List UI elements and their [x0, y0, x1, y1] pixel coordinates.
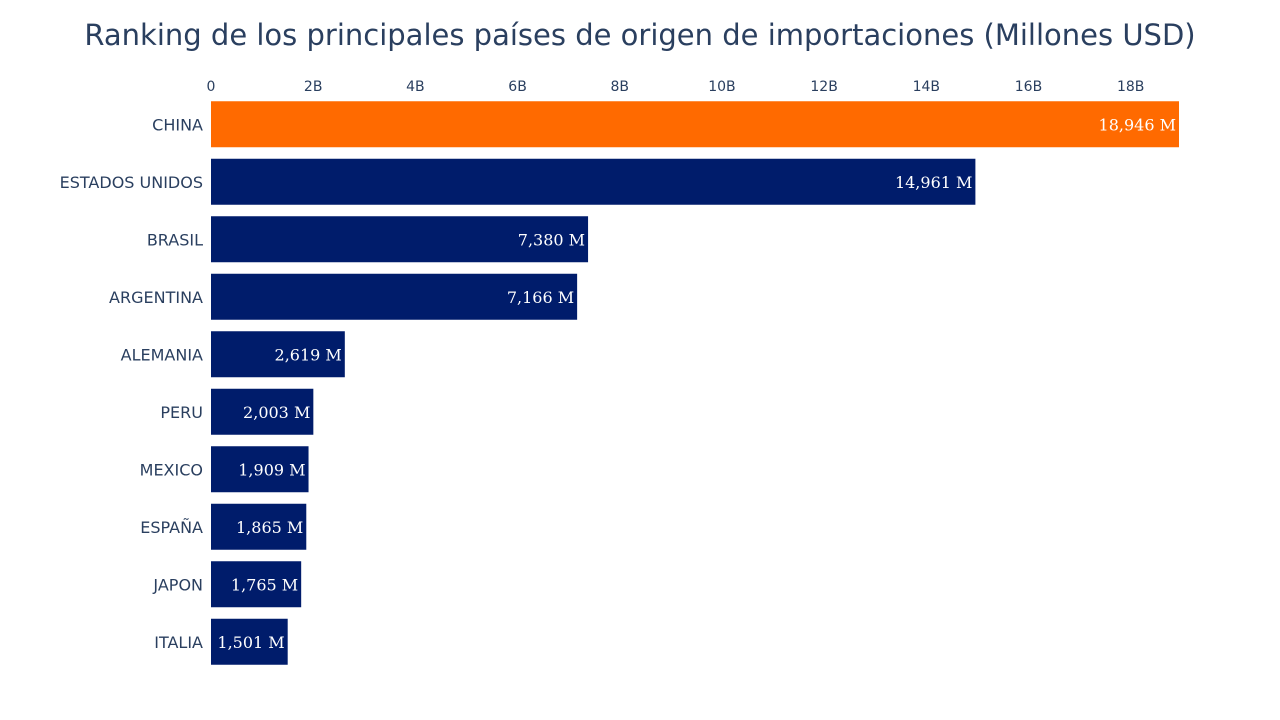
y-tick-label: ALEMANIA: [121, 345, 203, 364]
x-tick-label: 10B: [708, 79, 735, 95]
x-tick-label: 6B: [508, 79, 527, 95]
bar: [211, 618, 288, 665]
y-tick-label: PERU: [160, 403, 203, 422]
x-tick-label: 2B: [304, 79, 323, 95]
y-axis: CHINA ESTADOS UNIDOS BRASIL ARGENTINA ALEMAN…: [60, 115, 203, 652]
bar-value-label: 14,961 M: [895, 173, 972, 192]
bar-value-label: 1,865 M: [236, 518, 303, 537]
bar: [211, 388, 314, 435]
bar-value-labels: 18,946 M 14,961 M 7,380 M 7,166 M 2,619 M 2,0…: [217, 115, 1176, 652]
y-tick-label: ESTADOS UNIDOS: [60, 173, 203, 192]
x-tick-label: 4B: [406, 79, 425, 95]
bar: [211, 561, 302, 608]
y-tick-label: CHINA: [152, 115, 203, 134]
bar: [211, 273, 578, 320]
y-tick-label: ARGENTINA: [109, 288, 203, 307]
x-tick-label: 0: [207, 79, 216, 95]
x-tick-label: 16B: [1015, 79, 1042, 95]
bar: [211, 158, 976, 205]
x-tick-label: 8B: [610, 79, 629, 95]
bar: [211, 331, 345, 378]
bar-value-label: 7,166 M: [507, 288, 574, 307]
bar-value-label: 2,003 M: [243, 403, 310, 422]
bar-value-label: 18,946 M: [1099, 115, 1176, 134]
chart-title: Ranking de los principales países de ori…: [84, 18, 1196, 52]
y-tick-label: ESPAÑA: [140, 518, 203, 537]
bar-value-label: 7,380 M: [518, 230, 585, 249]
bar: [211, 216, 589, 263]
x-axis: 0 2B 4B 6B 8B 10B 12B 14B 16B 18B: [207, 79, 1145, 95]
x-tick-label: 18B: [1117, 79, 1144, 95]
bar-value-label: 1,765 M: [231, 575, 298, 594]
y-tick-label: MEXICO: [140, 460, 203, 479]
bar: [211, 446, 309, 493]
bar-value-label: 2,619 M: [275, 345, 342, 364]
x-tick-label: 14B: [913, 79, 940, 95]
bars-group: [211, 101, 1179, 665]
bar: [211, 503, 307, 550]
y-tick-label: JAPON: [152, 575, 203, 594]
bar: [211, 101, 1179, 148]
y-tick-label: ITALIA: [154, 633, 203, 652]
x-tick-label: 12B: [810, 79, 837, 95]
bar-value-label: 1,501 M: [217, 633, 284, 652]
y-tick-label: BRASIL: [147, 230, 203, 249]
bar-value-label: 1,909 M: [238, 460, 305, 479]
